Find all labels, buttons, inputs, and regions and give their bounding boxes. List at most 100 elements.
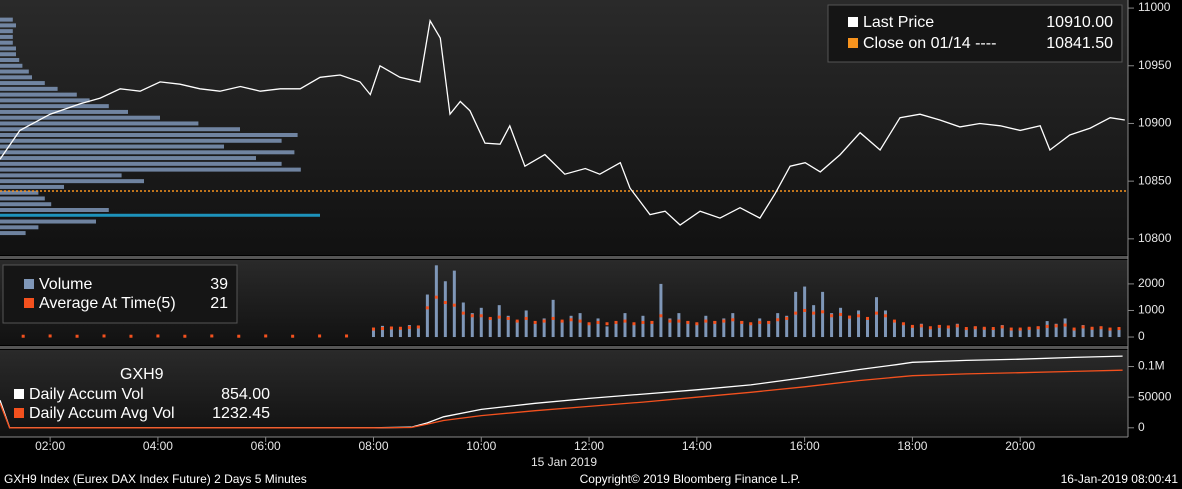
footer-center: Copyright© 2019 Bloomberg Finance L.P. [580, 472, 801, 486]
legend-swatch [24, 298, 34, 308]
bar [668, 318, 672, 338]
bar [910, 326, 914, 338]
bar [1054, 323, 1058, 338]
avg-dot [371, 327, 375, 331]
bar [398, 329, 402, 338]
legend-box [2, 264, 238, 324]
avg-dot [1099, 326, 1103, 330]
profile-bar [0, 75, 32, 80]
legend-box [827, 4, 1123, 63]
y-tick-label: 10900 [1138, 116, 1172, 130]
profile-bar [0, 17, 13, 22]
avg-dot [991, 327, 995, 331]
bar [713, 321, 717, 338]
legend-swatch [14, 408, 24, 418]
x-tick-label: 20:00 [1005, 439, 1035, 453]
avg-dot [102, 334, 106, 338]
avg-dot [210, 334, 214, 338]
profile-bar [0, 23, 16, 28]
bar [1090, 327, 1094, 338]
bar [955, 323, 959, 338]
bar [928, 329, 932, 338]
avg-dot [506, 316, 510, 320]
avg-dot [524, 316, 528, 320]
bar [641, 315, 645, 338]
avg-dot [857, 314, 861, 318]
bar [731, 313, 735, 338]
avg-dot [380, 327, 384, 331]
profile-bar [0, 40, 13, 45]
avg-dot [1036, 326, 1040, 330]
avg-dot [416, 325, 420, 329]
y-tick-label: 0 [1138, 329, 1145, 343]
bar [686, 321, 690, 338]
avg-dot [551, 316, 555, 320]
profile-bar [0, 127, 240, 132]
legend-label: Volume [39, 276, 92, 293]
avg-dot [75, 334, 79, 338]
legend-swatch [848, 38, 858, 48]
bar [749, 323, 753, 338]
avg-dot [695, 322, 699, 326]
bar [1018, 329, 1022, 338]
avg-dot [1081, 325, 1085, 329]
avg-dot [452, 303, 456, 307]
bar [506, 315, 510, 338]
profile-bar [0, 208, 109, 212]
avg-dot [264, 334, 268, 338]
avg-dot [731, 318, 735, 322]
avg-dot [623, 319, 627, 323]
avg-dot [901, 322, 905, 326]
profile-bar [0, 213, 320, 217]
profile-bar [0, 98, 90, 103]
avg-dot [749, 322, 753, 326]
profile-bar [0, 63, 23, 68]
bar [1081, 325, 1085, 338]
profile-bar [0, 184, 64, 189]
profile-bar [0, 109, 128, 114]
bar [866, 318, 870, 338]
legend-value: 21 [210, 295, 228, 312]
bar [722, 318, 726, 338]
y-tick-label: 10850 [1138, 173, 1172, 187]
bar [848, 315, 852, 338]
bar [587, 323, 591, 338]
y-tick-label: 1000 [1138, 303, 1165, 317]
bar [892, 321, 896, 338]
y-tick-label: 10800 [1138, 231, 1172, 245]
avg-dot [183, 334, 187, 338]
avg-dot [910, 324, 914, 328]
avg-dot [713, 320, 717, 324]
legend-label: Daily Accum Vol [29, 386, 144, 403]
bar [659, 283, 663, 338]
avg-dot [659, 314, 663, 318]
avg-dot [425, 306, 429, 310]
avg-dot [560, 319, 564, 323]
profile-bar [0, 202, 52, 207]
avg-dot [848, 315, 852, 319]
avg-dot [1009, 327, 1013, 331]
avg-dot [740, 320, 744, 324]
bar [776, 313, 780, 338]
legend-label: Close on 01/14 ---- [863, 35, 996, 52]
avg-dot [1000, 325, 1004, 329]
footer-left: GXH9 Index (Eurex DAX Index Future) 2 Da… [4, 472, 307, 486]
avg-dot [398, 326, 402, 330]
bar [533, 323, 537, 338]
profile-bar [0, 156, 256, 161]
avg-dot [596, 320, 600, 324]
avg-dot [830, 314, 834, 318]
bar [425, 294, 429, 338]
avg-dot [1108, 327, 1112, 331]
bar [650, 321, 654, 338]
legend-swatch [848, 17, 858, 27]
legend-value: 1232.45 [212, 405, 270, 422]
profile-bar [0, 81, 45, 86]
avg-dot [318, 334, 322, 338]
x-tick-label: 14:00 [682, 439, 712, 453]
bar [785, 315, 789, 338]
avg-dot [677, 319, 681, 323]
avg-dot [434, 295, 438, 299]
avg-dot [443, 301, 447, 304]
profile-bar [0, 92, 77, 97]
